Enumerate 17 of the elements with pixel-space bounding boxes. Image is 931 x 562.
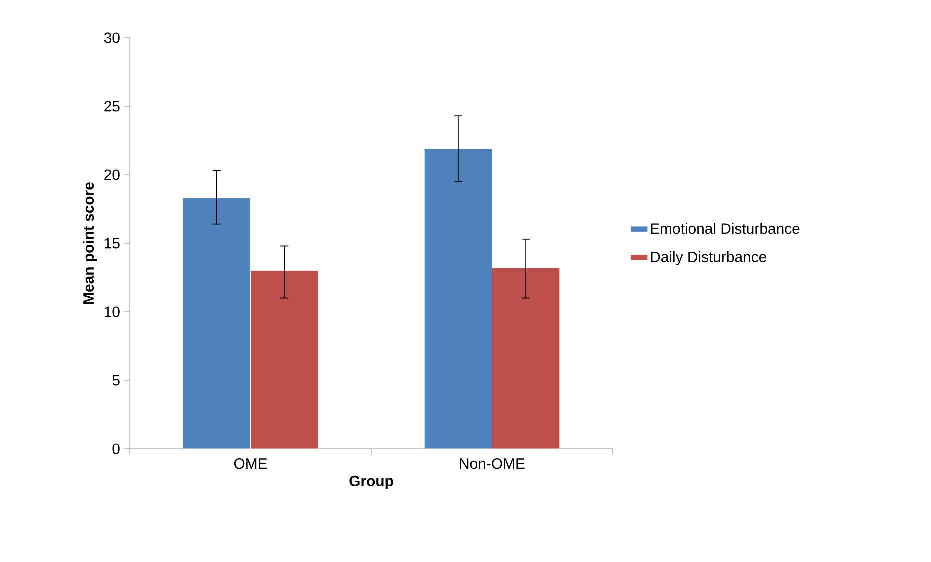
legend-label: Daily Disturbance (651, 251, 766, 266)
bar (424, 148, 492, 449)
x-tick-label: OME (234, 458, 268, 470)
x-tick-label: Non-OME (460, 458, 525, 470)
y-tick-label: 5 (112, 375, 120, 386)
y-tick-label: 10 (105, 306, 120, 318)
y-tick-label: 20 (104, 170, 120, 180)
y-axis-title: Mean point score (83, 182, 98, 304)
y-tick-label: 15 (105, 238, 120, 249)
y-tick-label: 25 (104, 101, 120, 112)
legend-label: Emotional Disturbance (651, 223, 800, 234)
y-tick-label: 30 (104, 32, 120, 44)
x-axis-title: Group (350, 476, 394, 490)
bar (492, 268, 560, 449)
bar (250, 270, 319, 449)
y-tick-label: 0 (112, 444, 120, 454)
bar (182, 198, 251, 449)
